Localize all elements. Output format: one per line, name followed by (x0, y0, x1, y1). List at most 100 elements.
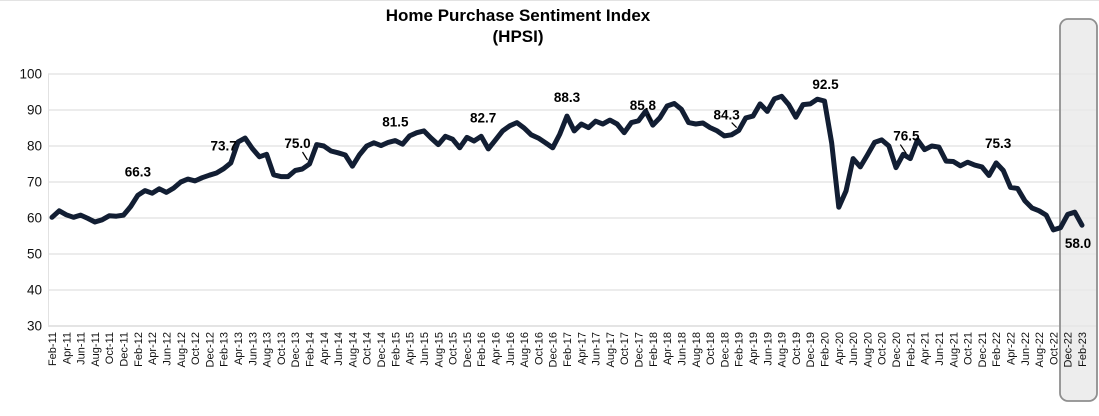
x-axis-tick-label: Jun-17 (591, 332, 603, 366)
x-axis-tick-label: Oct-14 (362, 332, 374, 365)
x-axis-tick-label: Jun-19 (762, 332, 774, 366)
x-axis-tick-label: Oct-18 (705, 332, 717, 365)
x-axis-tick-label: Apr-17 (576, 332, 588, 365)
x-axis-tick-label: Dec-14 (376, 332, 388, 367)
x-axis-tick-label: Apr-15 (405, 332, 417, 365)
x-axis-tick-label: Dec-11 (119, 332, 131, 367)
x-axis-tick-label: Feb-15 (390, 332, 402, 367)
x-axis-tick-label: Jun-20 (848, 332, 860, 366)
x-axis-tick-label: Aug-15 (433, 332, 445, 367)
data-label-feb-22: 75.3 (985, 136, 1012, 151)
data-label-feb-13: 73.7 (211, 139, 237, 154)
annotation-leader-line (899, 144, 907, 154)
y-axis-label: 40 (27, 283, 42, 298)
x-axis-tick-label: Feb-16 (476, 332, 488, 367)
annotation-leader-line (301, 151, 309, 161)
x-axis-tick-label: Oct-15 (448, 332, 460, 365)
x-axis-tick-label: Oct-17 (619, 332, 631, 365)
x-axis-tick-label: Dec-22 (1063, 332, 1075, 367)
x-axis-tick-label: Apr-16 (490, 332, 502, 365)
x-axis-tick-label: Feb-21 (905, 332, 917, 367)
x-axis-tick-label: Jun-11 (76, 332, 88, 365)
x-axis-tick-label: Jun-16 (505, 332, 517, 366)
x-axis-tick-label: Aug-12 (176, 332, 188, 367)
x-axis-tick-label: Aug-17 (605, 332, 617, 367)
data-label-feb-18: 85.8 (630, 98, 657, 113)
y-axis-label: 100 (19, 67, 42, 82)
highlight-box (1059, 18, 1098, 402)
y-axis-label: 50 (27, 247, 42, 262)
y-axis-label: 60 (27, 211, 42, 226)
x-axis-tick-label: Feb-18 (648, 332, 660, 367)
x-axis-tick-label: Apr-13 (233, 332, 245, 365)
data-label-feb-15: 81.5 (382, 115, 409, 130)
x-axis-tick-label: Jun-18 (676, 332, 688, 366)
x-axis-tick-label: Aug-22 (1034, 332, 1046, 367)
chart-title-block: Home Purchase Sentiment Index (HPSI) (386, 5, 651, 47)
x-axis-tick-label: Aug-18 (691, 332, 703, 367)
annotation-leader-line (647, 113, 653, 122)
annotation-leader-line (731, 122, 738, 128)
x-axis-tick-label: Oct-11 (104, 332, 116, 364)
x-axis-tick-label: Oct-12 (190, 332, 202, 365)
x-axis-tick-label: Oct-21 (963, 332, 975, 365)
x-axis-tick-label: Apr-22 (1005, 332, 1017, 365)
x-axis-tick-label: Aug-20 (862, 332, 874, 367)
x-axis-tick-label: Jun-15 (419, 332, 431, 366)
x-axis-tick-label: Aug-21 (948, 332, 960, 367)
x-axis-tick-label: Feb-20 (820, 332, 832, 367)
x-axis-tick-label: Aug-16 (519, 332, 531, 367)
x-axis-tick-label: Dec-16 (548, 332, 560, 367)
x-axis-tick-label: Oct-19 (791, 332, 803, 365)
x-axis-tick-label: Dec-21 (977, 332, 989, 367)
x-axis-tick-label: Feb-19 (734, 332, 746, 367)
x-axis-tick-label: Oct-20 (877, 332, 889, 365)
x-axis-tick-label: Apr-18 (662, 332, 674, 365)
x-axis-tick-label: Jun-13 (247, 332, 259, 366)
y-axis-label: 80 (27, 139, 42, 154)
x-axis-tick-label: Feb-23 (1077, 332, 1089, 367)
x-axis-tick-label: Jun-12 (161, 332, 173, 366)
x-axis-tick-label: Apr-21 (920, 332, 932, 365)
x-axis-tick-label: Dec-20 (891, 332, 903, 367)
x-axis-tick-label: Jun-21 (934, 332, 946, 366)
y-axis-label: 90 (27, 103, 42, 118)
x-axis-tick-label: Oct-13 (276, 332, 288, 365)
x-axis-tick-label: Aug-14 (347, 332, 359, 367)
x-axis-tick-label: Apr-14 (319, 332, 331, 365)
x-axis-tick-label: Dec-19 (805, 332, 817, 367)
data-label-feb-14: 75.0 (284, 136, 310, 151)
x-axis-tick-label: Jun-14 (333, 332, 345, 366)
hpsi-trend-line (49, 93, 1085, 233)
data-label-feb-17: 88.3 (554, 90, 581, 105)
x-axis-tick-label: Apr-12 (147, 332, 159, 365)
y-axis-label: 70 (27, 175, 42, 190)
x-axis-tick-label: Aug-11 (90, 332, 102, 367)
data-label-feb-12: 66.3 (125, 164, 152, 179)
x-axis-tick-label: Feb-22 (991, 332, 1003, 367)
data-label-feb-16: 82.7 (470, 110, 496, 125)
x-axis-tick-label: Dec-17 (634, 332, 646, 367)
x-axis-tick-label: Feb-13 (219, 332, 231, 367)
x-axis-tick-label: Aug-13 (262, 332, 274, 367)
x-axis-tick-label: Feb-12 (133, 332, 145, 367)
x-axis-tick-label: Apr-20 (834, 332, 846, 365)
x-axis-tick-label: Oct-22 (1048, 332, 1060, 365)
y-axis-label: 30 (27, 319, 42, 334)
x-axis-tick-label: Dec-12 (204, 332, 216, 367)
x-axis-tick-label: Feb-17 (562, 332, 574, 367)
chart-subtitle: (HPSI) (492, 27, 544, 46)
x-axis-tick-label: Apr-19 (748, 332, 760, 365)
x-axis-tick-label: Jun-22 (1020, 332, 1032, 366)
x-axis-tick-label: Feb-14 (305, 332, 317, 367)
data-label-feb-23: 58.0 (1065, 236, 1091, 251)
chart-title: Home Purchase Sentiment Index (385, 6, 651, 25)
data-label-feb-19: 84.3 (714, 108, 741, 123)
x-axis-tick-label: Dec-15 (462, 332, 474, 367)
data-label-feb-20: 92.5 (812, 77, 839, 92)
x-axis-tick-label: Dec-18 (719, 332, 731, 367)
x-axis-tick-label: Oct-16 (533, 332, 545, 365)
x-axis-tick-label: Apr-11 (61, 332, 73, 364)
